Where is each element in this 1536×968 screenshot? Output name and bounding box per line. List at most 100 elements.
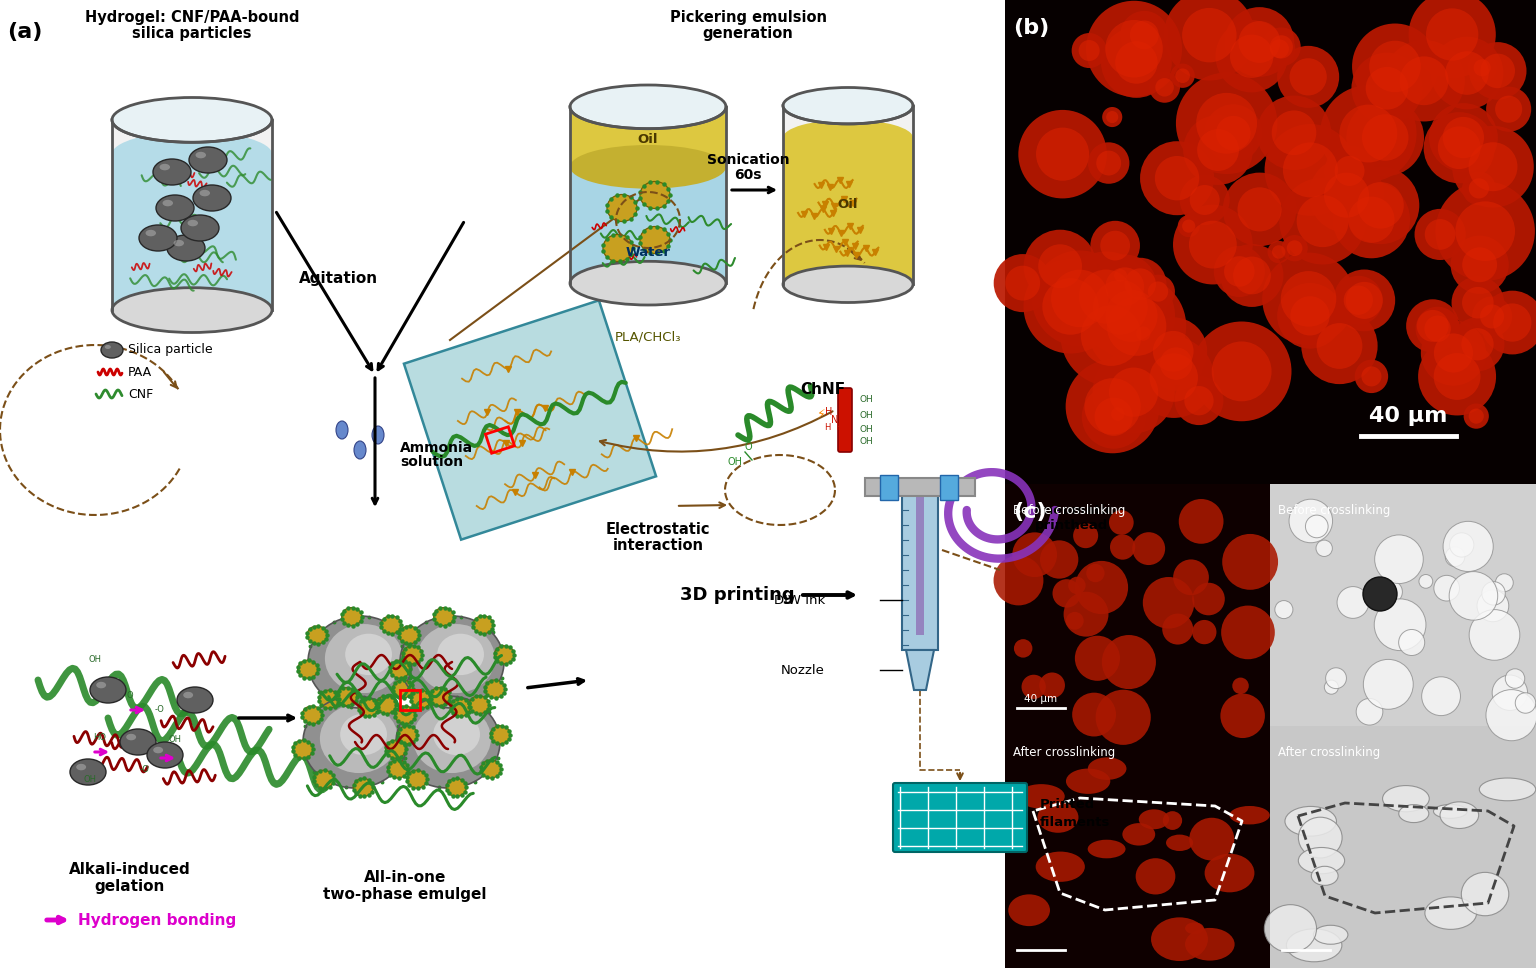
Circle shape — [1106, 289, 1158, 342]
Circle shape — [1092, 351, 1175, 433]
Circle shape — [1316, 323, 1362, 369]
Text: -O: -O — [155, 706, 164, 714]
Circle shape — [1233, 257, 1270, 294]
Circle shape — [1232, 678, 1249, 694]
Circle shape — [1086, 564, 1104, 583]
Circle shape — [1481, 290, 1536, 354]
Circle shape — [1361, 366, 1381, 386]
Circle shape — [1014, 639, 1032, 657]
Circle shape — [1100, 230, 1130, 260]
Circle shape — [1462, 287, 1493, 318]
Circle shape — [1375, 535, 1424, 584]
Circle shape — [1095, 690, 1150, 744]
Circle shape — [1183, 115, 1253, 185]
Circle shape — [1180, 175, 1230, 225]
Ellipse shape — [396, 696, 501, 788]
Text: All-in-one: All-in-one — [364, 870, 445, 886]
Circle shape — [1301, 308, 1378, 384]
Circle shape — [1221, 693, 1266, 738]
Ellipse shape — [97, 681, 106, 688]
Ellipse shape — [1166, 834, 1193, 851]
Ellipse shape — [450, 699, 470, 716]
Circle shape — [1038, 244, 1081, 288]
Text: Printed: Printed — [1040, 799, 1095, 811]
Circle shape — [1352, 23, 1438, 109]
Circle shape — [1493, 303, 1531, 342]
Ellipse shape — [381, 616, 401, 634]
Circle shape — [1178, 215, 1200, 237]
Circle shape — [1106, 20, 1163, 77]
Circle shape — [1405, 299, 1459, 352]
Circle shape — [1415, 209, 1465, 260]
Circle shape — [1066, 612, 1084, 630]
Circle shape — [1495, 96, 1522, 123]
Circle shape — [1124, 268, 1157, 300]
Circle shape — [1468, 178, 1488, 198]
Circle shape — [1132, 532, 1166, 565]
Bar — [1005, 484, 1270, 726]
Circle shape — [1215, 20, 1287, 92]
Text: OH: OH — [859, 426, 872, 435]
Ellipse shape — [389, 760, 409, 778]
Ellipse shape — [386, 741, 406, 758]
Ellipse shape — [112, 132, 272, 176]
Ellipse shape — [1186, 928, 1235, 960]
Circle shape — [1132, 321, 1155, 346]
Ellipse shape — [181, 215, 220, 241]
Circle shape — [1175, 69, 1190, 83]
Circle shape — [1149, 72, 1180, 103]
Ellipse shape — [358, 699, 378, 716]
Circle shape — [1189, 221, 1236, 268]
Bar — [570, 106, 727, 284]
Bar — [1270, 726, 1536, 968]
Circle shape — [1130, 20, 1158, 49]
Text: interaction: interaction — [613, 538, 703, 554]
Circle shape — [1464, 404, 1488, 429]
Circle shape — [1347, 99, 1424, 176]
Ellipse shape — [293, 741, 313, 758]
Circle shape — [1115, 42, 1158, 83]
Circle shape — [1455, 201, 1514, 261]
Text: ⚡: ⚡ — [817, 408, 826, 421]
Circle shape — [1109, 368, 1158, 417]
Text: generation: generation — [702, 26, 794, 41]
Circle shape — [1084, 378, 1141, 435]
Circle shape — [1221, 606, 1275, 659]
Circle shape — [1021, 675, 1046, 699]
Circle shape — [1289, 499, 1333, 543]
Circle shape — [1442, 117, 1484, 158]
Circle shape — [1450, 318, 1504, 371]
Circle shape — [1107, 296, 1166, 356]
Circle shape — [1296, 196, 1349, 247]
Circle shape — [1101, 635, 1157, 689]
Ellipse shape — [1138, 809, 1169, 830]
Circle shape — [1281, 271, 1336, 326]
Circle shape — [1452, 126, 1534, 207]
Circle shape — [1086, 1, 1183, 97]
Circle shape — [1505, 669, 1525, 688]
Circle shape — [1324, 172, 1369, 218]
Text: ChNF: ChNF — [800, 382, 845, 398]
Text: 40 μm: 40 μm — [1025, 694, 1058, 704]
Ellipse shape — [138, 225, 177, 251]
Ellipse shape — [154, 159, 190, 185]
Ellipse shape — [120, 729, 157, 755]
Text: OH: OH — [859, 396, 872, 405]
Text: filaments: filaments — [1040, 815, 1111, 829]
Circle shape — [1190, 185, 1220, 215]
Ellipse shape — [570, 90, 727, 134]
Circle shape — [1155, 78, 1174, 97]
Circle shape — [1264, 124, 1356, 216]
Circle shape — [1087, 277, 1186, 376]
Text: two-phase emulgel: two-phase emulgel — [323, 887, 487, 901]
Circle shape — [1491, 675, 1528, 711]
Circle shape — [1061, 252, 1150, 342]
Circle shape — [1421, 320, 1485, 385]
Text: Oil: Oil — [837, 198, 859, 211]
Circle shape — [1160, 348, 1192, 379]
Ellipse shape — [1186, 923, 1204, 934]
Circle shape — [1175, 377, 1223, 425]
Circle shape — [1290, 296, 1330, 336]
Ellipse shape — [177, 687, 214, 713]
Circle shape — [1352, 52, 1422, 124]
